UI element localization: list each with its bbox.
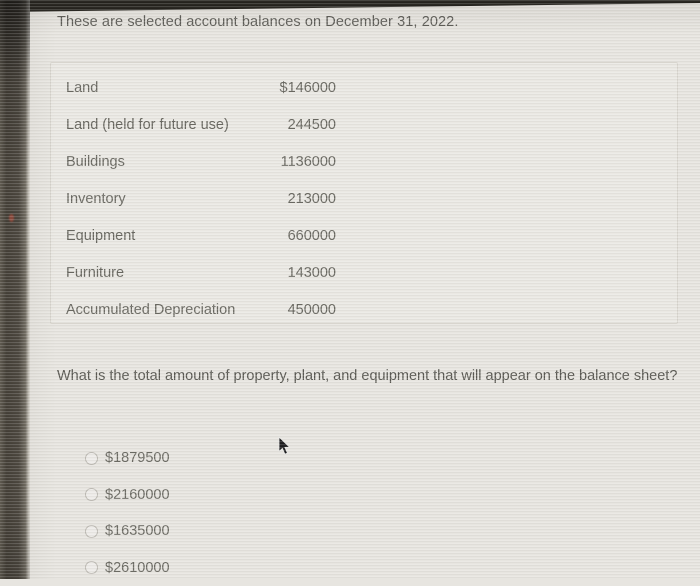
bezel-red-dot — [9, 214, 14, 222]
answer-option[interactable]: $2160000 — [57, 477, 457, 514]
question-intro-text: These are selected account balances on D… — [57, 14, 657, 30]
answer-option[interactable]: $1879500 — [57, 440, 457, 477]
answer-option-label[interactable]: $2610000 — [105, 560, 170, 576]
radio-unselected-icon[interactable] — [85, 452, 98, 465]
table-row: Land $146000 — [51, 69, 677, 106]
account-label: Inventory — [66, 191, 256, 207]
answer-option[interactable]: $1635000 — [57, 513, 457, 550]
account-value: 660000 — [256, 228, 336, 244]
account-value: 213000 — [256, 191, 336, 207]
answer-option-label[interactable]: $1635000 — [105, 523, 170, 539]
table-row: Furniture 143000 — [51, 254, 677, 291]
screen-bezel-left — [0, 0, 30, 579]
table-row: Inventory 213000 — [51, 180, 677, 217]
account-label: Accumulated Depreciation — [66, 302, 256, 318]
account-value: 450000 — [256, 302, 336, 318]
cursor-arrow-icon — [278, 436, 292, 461]
table-row: Equipment 660000 — [51, 217, 677, 254]
account-label: Land (held for future use) — [66, 117, 256, 133]
table-row: Accumulated Depreciation 450000 — [51, 291, 677, 328]
answer-options: $1879500 $2160000 $1635000 $2610000 — [57, 440, 457, 586]
account-label: Furniture — [66, 265, 256, 281]
table-row: Buildings 1136000 — [51, 143, 677, 180]
account-label: Equipment — [66, 228, 256, 244]
answer-option-label[interactable]: $1879500 — [105, 450, 170, 466]
table-row: Land (held for future use) 244500 — [51, 106, 677, 143]
account-value: $146000 — [256, 80, 336, 96]
answer-option-label[interactable]: $2160000 — [105, 487, 170, 503]
quiz-content: These are selected account balances on D… — [30, 0, 700, 579]
question-text: What is the total amount of property, pl… — [57, 365, 685, 388]
answer-option[interactable]: $2610000 — [57, 550, 457, 586]
account-label: Land — [66, 80, 256, 96]
radio-unselected-icon[interactable] — [85, 525, 98, 538]
account-value: 1136000 — [256, 154, 336, 170]
radio-unselected-icon[interactable] — [85, 488, 98, 501]
account-value: 143000 — [256, 265, 336, 281]
radio-unselected-icon[interactable] — [85, 561, 98, 574]
account-value: 244500 — [256, 117, 336, 133]
account-balances-table: Land $146000 Land (held for future use) … — [50, 62, 678, 324]
account-label: Buildings — [66, 154, 256, 170]
